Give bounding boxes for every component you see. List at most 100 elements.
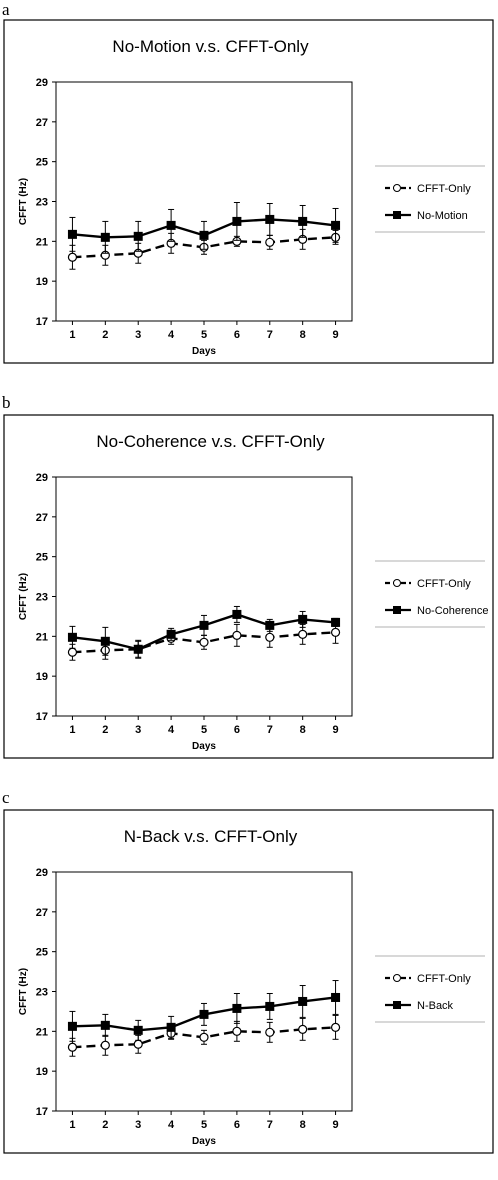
series-n-back-point [166,1022,176,1032]
y-axis-label: CFFT (Hz) [18,968,29,1015]
series-n-back-point [67,1021,77,1031]
series-cfft-only-point [298,629,308,639]
chart-frame [3,809,494,1154]
x-tick-label: 1 [69,1119,75,1131]
y-tick-label: 29 [36,472,48,484]
series-n-back-point [133,1025,143,1035]
series-no-coherence-point [232,609,242,619]
x-tick-label: 8 [300,329,306,341]
series-no-motion-point [166,220,176,230]
x-tick-label: 3 [135,329,141,341]
series-cfft-only-point [265,1027,275,1037]
series-no-coherence-point [265,620,275,630]
legend-entry-label: CFFT-Only [417,973,471,985]
series-no-motion-point [298,216,308,226]
chart-frame [3,19,494,364]
y-tick-label: 25 [36,552,48,564]
x-tick-label: 5 [201,1119,207,1131]
panel-label-b: b [2,393,11,412]
series-cfft-only-point [199,637,209,647]
series-cfft-only-point [67,1042,78,1052]
y-tick-label: 23 [36,197,48,209]
x-axis-label: Days [192,741,216,752]
series-cfft-only-point [67,252,78,262]
y-tick-label: 29 [36,867,48,879]
x-tick-label: 4 [168,1119,175,1131]
legend-entry-label: No-Motion [417,210,468,222]
legend-swatch-marker [393,211,401,219]
chart-title: No-Coherence v.s. CFFT-Only [96,432,325,451]
panel-label-a: a [2,0,10,19]
series-cfft-only-point [100,1040,110,1050]
y-tick-label: 23 [36,987,48,999]
x-tick-label: 3 [135,724,141,736]
series-cfft-only-point [67,647,78,657]
series-no-coherence-point [298,614,308,624]
y-tick-label: 21 [36,1026,48,1038]
y-tick-label: 19 [36,671,48,683]
series-no-coherence-point [199,620,209,630]
x-axis-label: Days [192,346,216,357]
x-tick-label: 6 [234,1119,240,1131]
legend-entry-label: No-Coherence [417,605,489,617]
x-tick-label: 7 [267,724,273,736]
x-tick-label: 2 [102,329,108,341]
series-no-coherence-point [133,644,143,654]
series-no-motion-point [67,229,77,239]
x-tick-label: 2 [102,1119,108,1131]
x-tick-label: 1 [69,724,75,736]
chart-title: No-Motion v.s. CFFT-Only [112,37,309,56]
x-tick-label: 5 [201,329,207,341]
series-cfft-only-point [232,1026,242,1036]
y-tick-label: 21 [36,631,48,643]
y-axis-label: CFFT (Hz) [18,573,29,620]
chart-frame [3,414,494,759]
y-tick-label: 21 [36,236,48,248]
legend-swatch-marker [393,184,401,192]
x-tick-label: 6 [234,724,240,736]
series-cfft-only-point [265,632,275,642]
y-tick-label: 25 [36,157,48,169]
series-no-motion-point [199,230,209,240]
x-tick-label: 2 [102,724,108,736]
legend-swatch-marker [393,579,401,587]
series-no-coherence-point [331,617,341,627]
series-cfft-only-point [330,627,341,637]
series-n-back-point [232,1003,242,1013]
x-tick-label: 1 [69,329,75,341]
y-tick-label: 19 [36,276,48,288]
series-cfft-only-point [330,1022,341,1032]
legend-entry-label: CFFT-Only [417,183,471,195]
y-tick-label: 17 [36,711,48,723]
x-tick-label: 9 [332,724,338,736]
x-axis-label: Days [192,1136,216,1147]
x-tick-label: 8 [300,724,306,736]
x-tick-label: 8 [300,1119,306,1131]
panel-label-c: c [2,788,10,807]
y-tick-label: 17 [36,316,48,328]
y-tick-label: 29 [36,77,48,89]
legend-swatch-marker [393,606,401,614]
series-n-back-point [298,996,308,1006]
y-tick-label: 17 [36,1106,48,1118]
series-cfft-only-point [232,630,242,640]
x-tick-label: 7 [267,329,273,341]
x-tick-label: 7 [267,1119,273,1131]
y-tick-label: 23 [36,592,48,604]
x-tick-label: 5 [201,724,207,736]
y-tick-label: 25 [36,947,48,959]
y-axis-label: CFFT (Hz) [18,178,29,225]
y-tick-label: 27 [36,117,48,129]
series-no-motion-point [265,214,275,224]
legend-entry-label: N-Back [417,1000,454,1012]
series-n-back-point [331,992,341,1002]
x-tick-label: 4 [168,329,175,341]
series-cfft-only-point [298,1024,308,1034]
series-n-back-point [100,1020,110,1030]
x-tick-label: 3 [135,1119,141,1131]
x-tick-label: 9 [332,1119,338,1131]
series-cfft-only-point [265,237,275,247]
series-n-back-point [199,1009,209,1019]
y-tick-label: 27 [36,512,48,524]
